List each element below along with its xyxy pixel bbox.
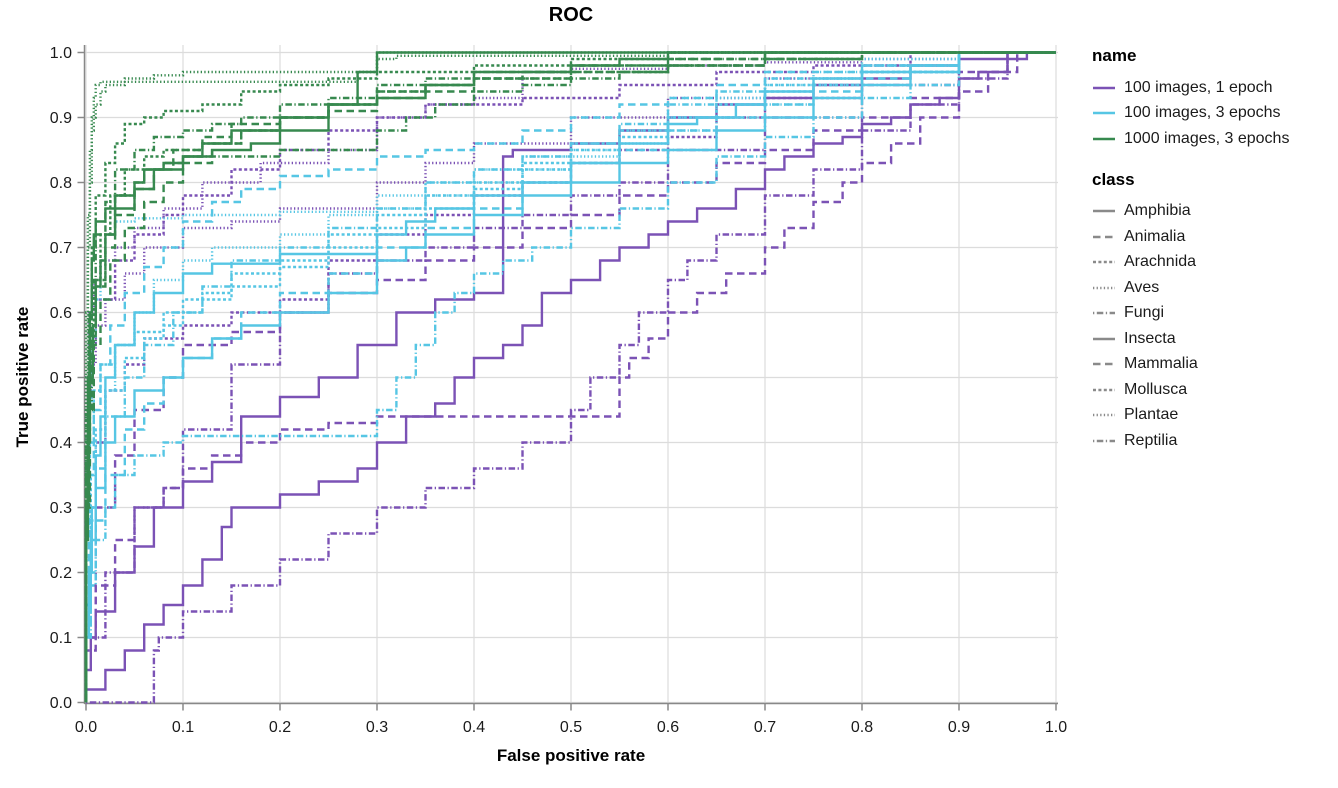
legend-name-item: 1000 images, 3 epochs: [1092, 126, 1289, 152]
x-axis-title: False positive rate: [496, 746, 646, 765]
x-tick-label: 0.1: [172, 719, 194, 736]
y-tick-label: 0.0: [50, 695, 72, 712]
legend-class-title: class: [1092, 169, 1135, 189]
legend-swatch-line: [1093, 260, 1115, 264]
legend-name-items: 100 images, 1 epoch 100 images, 3 epochs 1…: [1092, 75, 1289, 152]
legend-swatch-line: [1093, 413, 1115, 417]
legend-swatch-line: [1093, 86, 1115, 90]
chart-title: ROC: [548, 4, 594, 26]
x-tick-label: 0.5: [560, 719, 582, 736]
legend-item-label: Amphibia: [1124, 202, 1191, 220]
legend-class-item: Reptilia: [1092, 428, 1289, 454]
legend-swatch-line: [1093, 362, 1115, 366]
legend-class-item: Plantae: [1092, 403, 1289, 429]
roc-curve-100-images-3-epochs-mollusca: [84, 51, 1056, 703]
roc-curve-100-images-3-epochs-mammalia: [84, 51, 1056, 703]
y-tick-label: 0.2: [50, 565, 72, 582]
x-tick-label: 0.4: [463, 719, 485, 736]
legend-swatch-line: [1093, 388, 1115, 392]
legend-swatch-line: [1093, 286, 1115, 290]
y-axis-title: True positive rate: [13, 306, 32, 448]
legend-class-items: Amphibia Animalia Arachnida Aves Fungi Insect…: [1092, 199, 1289, 454]
x-tick-label: 0.0: [75, 719, 97, 736]
y-tick-label: 1.0: [50, 45, 72, 62]
legend-item-label: Fungi: [1124, 304, 1165, 322]
roc-curve-1000-images-3-epochs-aves: [84, 51, 1056, 703]
legend-swatch-line: [1093, 111, 1115, 115]
y-tick-label: 0.3: [50, 500, 72, 517]
x-tick-label: 0.8: [851, 719, 873, 736]
y-tick-label: 0.4: [50, 435, 72, 452]
roc-curve-100-images-3-epochs-fungi: [84, 51, 1056, 703]
legend-name-item: 100 images, 3 epochs: [1092, 101, 1289, 127]
legend-item-label: 100 images, 3 epochs: [1124, 104, 1281, 122]
roc-curve-100-images-3-epochs-aves: [84, 51, 1056, 703]
roc-curve-100-images-1-epoch-insecta: [84, 51, 1056, 703]
legend-swatch-line: [1093, 439, 1115, 443]
legend-class-item: Amphibia: [1092, 199, 1289, 225]
legend-swatch-line: [1093, 235, 1115, 239]
y-tick-label: 0.1: [50, 630, 72, 647]
y-tick-label: 0.8: [50, 175, 72, 192]
x-tick-label: 0.2: [269, 719, 291, 736]
x-tick-label: 0.9: [948, 719, 970, 736]
x-tick-label: 0.3: [366, 719, 388, 736]
legend-item-label: Aves: [1124, 278, 1160, 296]
legend-item-label: Animalia: [1124, 227, 1186, 245]
x-tick-label: 0.7: [754, 719, 776, 736]
legend: name 100 images, 1 epoch 100 images, 3 ep…: [1092, 46, 1289, 454]
legend-class-item: Arachnida: [1092, 250, 1289, 276]
legend-item-label: Insecta: [1124, 329, 1176, 347]
legend-swatch-line: [1093, 209, 1115, 213]
roc-curve-100-images-3-epochs-plantae: [84, 51, 1056, 703]
roc-curve-100-images-1-epoch-animalia: [84, 51, 1056, 703]
roc-curve-100-images-1-epoch-reptilia: [84, 51, 1056, 703]
legend-class-item: Fungi: [1092, 301, 1289, 327]
y-tick-label: 0.7: [50, 240, 72, 257]
x-tick-label: 0.6: [657, 719, 679, 736]
roc-curve-100-images-3-epochs-reptilia: [84, 51, 1056, 703]
roc-curve-1000-images-3-epochs-reptilia: [84, 51, 1056, 703]
legend-item-label: 100 images, 1 epoch: [1124, 78, 1273, 96]
roc-curves: [84, 51, 1056, 704]
legend-item-label: Mollusca: [1124, 380, 1188, 398]
legend-name-item: 100 images, 1 epoch: [1092, 75, 1289, 101]
legend-item-label: Mammalia: [1124, 355, 1198, 373]
legend-swatch-line: [1093, 337, 1115, 341]
legend-item-label: 1000 images, 3 epochs: [1124, 129, 1290, 147]
legend-name-title: name: [1092, 46, 1137, 65]
roc-curve-100-images-3-epochs-amphibia: [84, 51, 1056, 703]
legend-swatch-line: [1093, 311, 1115, 315]
y-tick-label: 0.5: [50, 370, 72, 387]
legend-class-item: Animalia: [1092, 224, 1289, 250]
legend-class-item: Insecta: [1092, 326, 1289, 352]
legend-class-item: Mammalia: [1092, 352, 1289, 378]
y-tick-label: 0.9: [50, 110, 72, 127]
legend-class-item: Mollusca: [1092, 377, 1289, 403]
legend-swatch-line: [1093, 137, 1115, 141]
axes: 0.0 0.1 0.2 0.3 0.4 0.5 0.6 0.7 0.8 0.9 1.0 0.0 0.1 0…: [50, 45, 1067, 736]
x-tick-label: 1.0: [1045, 719, 1067, 736]
y-tick-label: 0.6: [50, 305, 72, 322]
legend-item-label: Arachnida: [1124, 253, 1197, 271]
roc-curve-1000-images-3-epochs-mollusca: [84, 51, 1056, 703]
legend-item-label: Reptilia: [1124, 431, 1178, 449]
legend-item-label: Plantae: [1124, 406, 1179, 424]
legend-class-item: Aves: [1092, 275, 1289, 301]
